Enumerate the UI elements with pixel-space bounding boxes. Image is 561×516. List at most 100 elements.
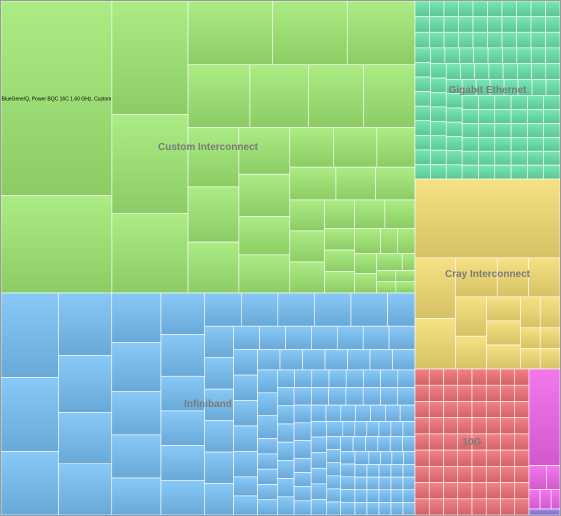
treemap-cell[interactable] [428, 368, 444, 386]
treemap-cell[interactable] [414, 318, 456, 370]
treemap-cell[interactable] [392, 349, 416, 371]
treemap-cell[interactable] [160, 445, 206, 481]
treemap-cell[interactable] [310, 452, 328, 469]
treemap-cell[interactable] [366, 421, 380, 437]
treemap-cell[interactable] [494, 123, 512, 138]
treemap-cell[interactable] [311, 369, 330, 388]
treemap-cell[interactable] [324, 249, 356, 272]
treemap-cell[interactable] [486, 320, 521, 346]
treemap-cell[interactable] [430, 164, 447, 180]
treemap-cell[interactable] [510, 109, 528, 124]
treemap-cell[interactable] [458, 31, 474, 49]
treemap-cell[interactable] [500, 498, 516, 515]
treemap-cell[interactable] [328, 369, 347, 388]
treemap-cell[interactable] [502, 63, 518, 80]
treemap-cell[interactable] [259, 325, 286, 350]
treemap-cell[interactable] [487, 47, 503, 64]
treemap-cell[interactable] [494, 109, 512, 124]
treemap-cell[interactable] [545, 31, 561, 49]
treemap-cell[interactable] [363, 369, 381, 388]
treemap-cell[interactable] [362, 325, 390, 350]
treemap-cell[interactable] [528, 489, 541, 510]
treemap-cell[interactable] [277, 387, 295, 407]
treemap-cell[interactable] [461, 164, 479, 180]
treemap-cell[interactable] [414, 482, 430, 500]
treemap-cell[interactable] [326, 462, 341, 477]
treemap-cell[interactable] [487, 31, 503, 49]
treemap-cell[interactable] [428, 384, 444, 402]
treemap-cell[interactable] [500, 417, 516, 435]
treemap-cell[interactable] [457, 449, 473, 467]
treemap-cell[interactable] [516, 31, 532, 49]
treemap-cell[interactable] [397, 369, 416, 388]
treemap-cell[interactable] [485, 449, 501, 467]
treemap-cell[interactable] [455, 335, 487, 370]
treemap-cell[interactable] [187, 1, 274, 66]
treemap-cell[interactable] [378, 476, 392, 491]
treemap-cell[interactable] [403, 450, 416, 465]
treemap-cell[interactable] [397, 228, 416, 254]
treemap-cell[interactable] [457, 466, 473, 483]
treemap-cell[interactable] [354, 476, 368, 491]
treemap-cell[interactable] [528, 508, 560, 515]
treemap-cell[interactable] [430, 92, 447, 108]
treemap-cell[interactable] [340, 476, 356, 490]
treemap-cell[interactable] [293, 500, 312, 515]
treemap-cell[interactable] [302, 349, 326, 371]
treemap-cell[interactable] [514, 368, 530, 386]
treemap-cell[interactable] [285, 325, 312, 350]
treemap-cell[interactable] [366, 464, 380, 478]
treemap-cell[interactable] [516, 1, 532, 17]
treemap-cell[interactable] [500, 384, 516, 402]
treemap-cell[interactable] [58, 292, 113, 356]
treemap-cell[interactable] [520, 296, 541, 329]
treemap-cell[interactable] [289, 261, 325, 294]
treemap-cell[interactable] [516, 16, 532, 33]
treemap-cell[interactable] [390, 464, 404, 478]
treemap-cell[interactable] [277, 405, 295, 425]
treemap-cell[interactable] [111, 391, 162, 436]
treemap-cell[interactable] [528, 465, 548, 490]
treemap-cell[interactable] [461, 95, 479, 110]
treemap-cell[interactable] [204, 357, 234, 390]
treemap-cell[interactable] [111, 213, 189, 294]
treemap-cell[interactable] [530, 31, 546, 49]
treemap-cell[interactable] [414, 178, 560, 259]
treemap-cell[interactable] [501, 16, 517, 33]
treemap-cell[interactable] [485, 482, 501, 500]
treemap-cell[interactable] [325, 404, 342, 422]
treemap-cell[interactable] [430, 120, 447, 137]
treemap-cell[interactable] [414, 164, 431, 180]
treemap-cell[interactable] [402, 502, 416, 515]
treemap-cell[interactable] [340, 404, 356, 422]
treemap-cell[interactable] [485, 368, 501, 386]
treemap-cell[interactable] [527, 95, 545, 110]
treemap-cell[interactable] [460, 63, 475, 80]
treemap-cell[interactable] [324, 199, 356, 229]
treemap-cell[interactable] [354, 421, 368, 437]
treemap-cell[interactable] [545, 16, 561, 33]
treemap-cell[interactable] [471, 384, 487, 402]
treemap-cell[interactable] [501, 1, 517, 17]
treemap-cell[interactable] [293, 457, 312, 473]
treemap-cell[interactable] [514, 498, 530, 515]
treemap-cell[interactable] [111, 1, 189, 115]
treemap-cell[interactable] [494, 137, 512, 152]
treemap-cell[interactable] [58, 355, 113, 413]
treemap-cell[interactable] [354, 502, 368, 515]
treemap-cell[interactable] [370, 404, 386, 422]
treemap-cell[interactable] [289, 230, 325, 263]
treemap-cell[interactable] [324, 228, 356, 251]
treemap-cell[interactable] [428, 401, 444, 418]
treemap-cell[interactable] [539, 296, 560, 329]
treemap-cell[interactable] [311, 325, 338, 350]
treemap-cell[interactable] [455, 296, 487, 337]
treemap-cell[interactable] [473, 47, 489, 64]
treemap-cell[interactable] [310, 499, 328, 515]
treemap-cell[interactable] [516, 47, 532, 64]
treemap-cell[interactable] [545, 79, 560, 97]
treemap-cell[interactable] [354, 489, 368, 503]
treemap-cell[interactable] [478, 137, 496, 152]
treemap-cell[interactable] [445, 164, 463, 180]
treemap-cell[interactable] [233, 400, 258, 427]
